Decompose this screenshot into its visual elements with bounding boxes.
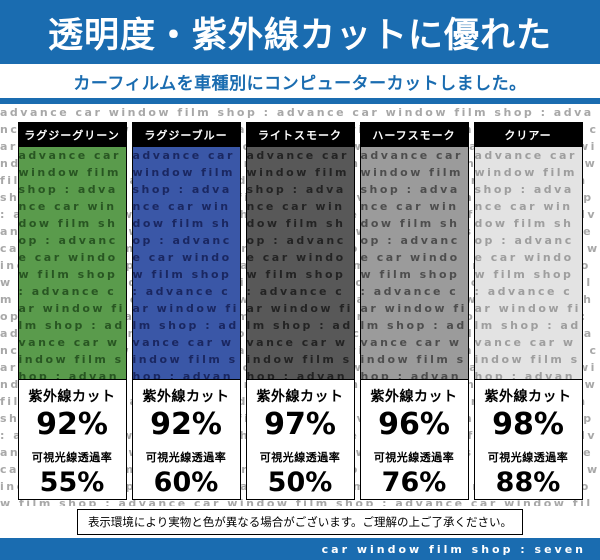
blue-divider-bar (0, 98, 600, 104)
visible-light-label: 可視光線透過率 (259, 451, 341, 464)
footer-bar: car window film shop : seven (0, 538, 600, 560)
header-banner: 透明度・紫外線カットに優れた (0, 0, 600, 64)
film-name-label: ラグジーグリーン (18, 123, 126, 147)
uv-cut-label: 紫外線カット (256, 389, 344, 405)
film-swatch-green: advance car window film shop : advance c… (18, 147, 126, 380)
film-name-label: ライトスモーク (246, 123, 354, 147)
film-column-luxury-blue: ラグジーブルー advance car window film shop : a… (131, 122, 241, 500)
swatch-watermark-text: advance car window film shop : advance c… (360, 149, 467, 379)
film-comparison-area: advance car window film shop : advance c… (0, 104, 600, 506)
uv-cut-value: 98% (492, 407, 564, 442)
visible-light-value: 88% (495, 467, 561, 498)
film-stats: 紫外線カット 96% 可視光線透過率 76% (360, 380, 468, 499)
film-stats: 紫外線カット 97% 可視光線透過率 50% (246, 380, 354, 499)
uv-cut-value: 92% (150, 407, 222, 442)
film-name-label: クリアー (474, 123, 582, 147)
film-column-half-smoke: ハーフスモーク advance car window film shop : a… (359, 122, 469, 500)
visible-light-label: 可視光線透過率 (373, 451, 455, 464)
film-name-label: ラグジーブルー (132, 123, 240, 147)
film-stats: 紫外線カット 98% 可視光線透過率 88% (474, 380, 582, 499)
uv-cut-label: 紫外線カット (28, 389, 116, 405)
swatch-watermark-text: advance car window film shop : advance c… (132, 149, 239, 379)
swatch-watermark-text: advance car window film shop : advance c… (474, 149, 581, 379)
visible-light-value: 60% (153, 467, 219, 498)
uv-cut-value: 96% (378, 407, 450, 442)
visible-light-label: 可視光線透過率 (145, 451, 227, 464)
film-swatch-clear: advance car window film shop : advance c… (474, 147, 582, 380)
shop-brand-text: car window film shop : seven (321, 542, 586, 556)
visible-light-value: 50% (267, 467, 333, 498)
visible-light-label: 可視光線透過率 (31, 451, 113, 464)
disclaimer-note: 表示環境により実物と色が異なる場合がございます。ご理解の上ご了承ください。 (76, 509, 524, 535)
uv-cut-value: 92% (36, 407, 108, 442)
uv-cut-label: 紫外線カット (142, 389, 230, 405)
visible-light-value: 76% (381, 467, 447, 498)
film-column-clear: クリアー advance car window film shop : adva… (473, 122, 583, 500)
subheader: カーフィルムを車種別にコンピューターカットしました。 (0, 64, 600, 98)
subtitle-text: カーフィルムを車種別にコンピューターカットしました。 (73, 73, 527, 94)
film-swatch-light-smoke: advance car window film shop : advance c… (246, 147, 354, 380)
film-columns-row: ラグジーグリーン advance car window film shop : … (0, 122, 600, 500)
film-column-luxury-green: ラグジーグリーン advance car window film shop : … (17, 122, 127, 500)
film-stats: 紫外線カット 92% 可視光線透過率 60% (132, 380, 240, 499)
swatch-watermark-text: advance car window film shop : advance c… (246, 149, 353, 379)
uv-cut-label: 紫外線カット (484, 389, 572, 405)
swatch-watermark-text: advance car window film shop : advance c… (18, 149, 125, 379)
film-name-label: ハーフスモーク (360, 123, 468, 147)
visible-light-label: 可視光線透過率 (487, 451, 569, 464)
page-title: 透明度・紫外線カットに優れた (47, 15, 552, 56)
disclaimer-row: 表示環境により実物と色が異なる場合がございます。ご理解の上ご了承ください。 (0, 506, 600, 538)
uv-cut-value: 97% (264, 407, 336, 442)
uv-cut-label: 紫外線カット (370, 389, 458, 405)
film-column-light-smoke: ライトスモーク advance car window film shop : a… (245, 122, 355, 500)
visible-light-value: 55% (39, 467, 105, 498)
film-stats: 紫外線カット 92% 可視光線透過率 55% (18, 380, 126, 499)
film-swatch-half-smoke: advance car window film shop : advance c… (360, 147, 468, 380)
film-swatch-blue: advance car window film shop : advance c… (132, 147, 240, 380)
